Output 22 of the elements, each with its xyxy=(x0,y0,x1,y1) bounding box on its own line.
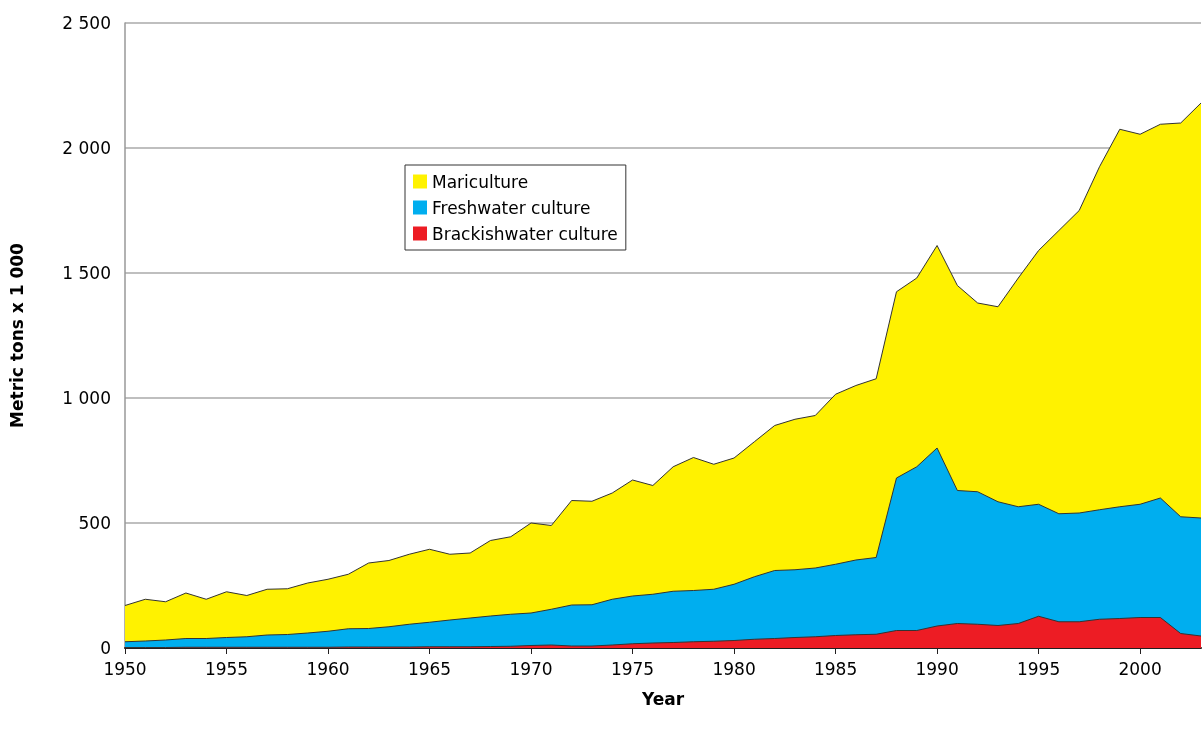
y-axis-title: Metric tons x 1 000 xyxy=(6,242,27,428)
x-tick-label: 1975 xyxy=(610,658,655,679)
x-tick-label: 1950 xyxy=(103,658,147,679)
x-tick-label: 1985 xyxy=(813,658,858,679)
y-tick-label: 1 500 xyxy=(62,263,111,283)
y-tick-label: 0 xyxy=(100,638,111,658)
x-tick-label: 1995 xyxy=(1016,658,1061,679)
y-tick-label: 1 000 xyxy=(62,388,111,408)
x-tick-label: 1990 xyxy=(915,658,959,679)
x-tick-label: 1970 xyxy=(509,658,553,679)
legend-label: Brackishwater culture xyxy=(432,223,618,244)
x-tick-label: 1965 xyxy=(407,658,452,679)
x-tick-label: 1960 xyxy=(306,658,350,679)
x-tick-label: 1955 xyxy=(204,658,249,679)
x-tick-label: 1980 xyxy=(712,658,756,679)
y-tick-label: 2 500 xyxy=(62,13,111,33)
x-axis-title: Year xyxy=(640,688,685,709)
x-tick-label: 2000 xyxy=(1118,658,1162,679)
legend-label: Mariculture xyxy=(432,171,529,192)
y-tick-label: 2 000 xyxy=(62,138,111,158)
y-tick-label: 500 xyxy=(78,513,111,533)
legend-label: Freshwater culture xyxy=(432,197,591,218)
